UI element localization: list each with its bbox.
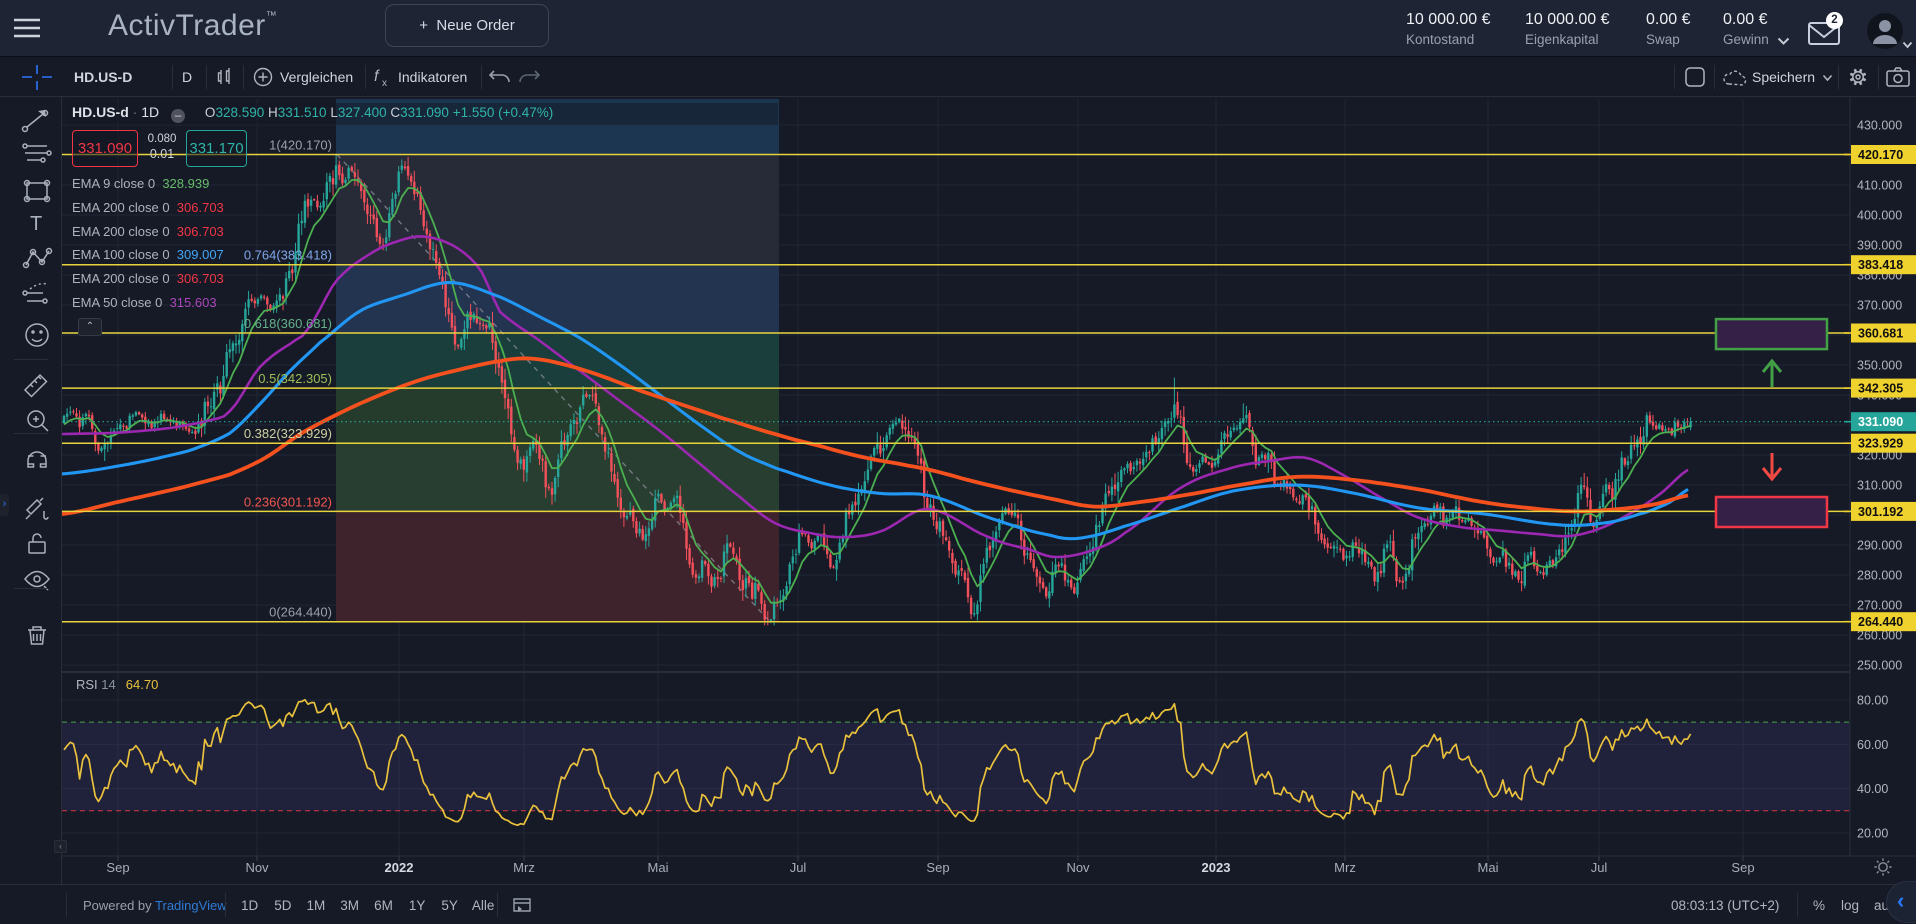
svg-text:400.000: 400.000 [1857,209,1902,223]
svg-text:1(420.170): 1(420.170) [269,138,332,153]
svg-text:20.00: 20.00 [1857,827,1888,841]
svg-text:290.000: 290.000 [1857,539,1902,553]
svg-text:323.929: 323.929 [1858,437,1903,451]
svg-text:x: x [382,78,387,88]
svg-text:60.00: 60.00 [1857,738,1888,752]
svg-text:Mrz: Mrz [513,860,535,875]
svg-text:0.236(301.192): 0.236(301.192) [244,494,332,509]
svg-text:Sep: Sep [106,860,129,875]
svg-text:383.418: 383.418 [1858,258,1903,272]
svg-text:0.764(383.418): 0.764(383.418) [244,248,332,263]
svg-text:430.000: 430.000 [1857,119,1902,133]
svg-text:40.00: 40.00 [1857,782,1888,796]
svg-text:0.5(342.305): 0.5(342.305) [258,371,332,386]
svg-text:264.440: 264.440 [1858,615,1903,629]
svg-text:Nov: Nov [245,860,269,875]
svg-text:0.382(323.929): 0.382(323.929) [244,426,332,441]
svg-text:390.000: 390.000 [1857,239,1902,253]
svg-text:250.000: 250.000 [1857,659,1902,673]
svg-text:410.000: 410.000 [1857,179,1902,193]
svg-text:Mai: Mai [1478,860,1499,875]
svg-text:331.090: 331.090 [1858,415,1903,429]
svg-text:Mai: Mai [648,860,669,875]
svg-text:260.000: 260.000 [1857,629,1902,643]
svg-text:f: f [374,68,380,85]
svg-text:T: T [30,213,42,235]
svg-text:310.000: 310.000 [1857,479,1902,493]
svg-text:Mrz: Mrz [1334,860,1356,875]
svg-text:Jul: Jul [1591,860,1608,875]
svg-text:342.305: 342.305 [1858,382,1903,396]
svg-text:420.170: 420.170 [1858,148,1903,162]
svg-text:Sep: Sep [1731,860,1754,875]
svg-text:370.000: 370.000 [1857,299,1902,313]
svg-text:360.681: 360.681 [1858,327,1903,341]
svg-text:80.00: 80.00 [1857,694,1888,708]
svg-text:2023: 2023 [1202,860,1231,875]
svg-text:270.000: 270.000 [1857,599,1902,613]
svg-text:Sep: Sep [926,860,949,875]
svg-text:280.000: 280.000 [1857,569,1902,583]
svg-text:0(264.440): 0(264.440) [269,605,332,620]
svg-text:Nov: Nov [1066,860,1090,875]
svg-text:301.192: 301.192 [1858,505,1903,519]
svg-text:350.000: 350.000 [1857,359,1902,373]
svg-text:2022: 2022 [385,860,414,875]
svg-text:0.618(360.681): 0.618(360.681) [244,316,332,331]
svg-text:Jul: Jul [790,860,807,875]
